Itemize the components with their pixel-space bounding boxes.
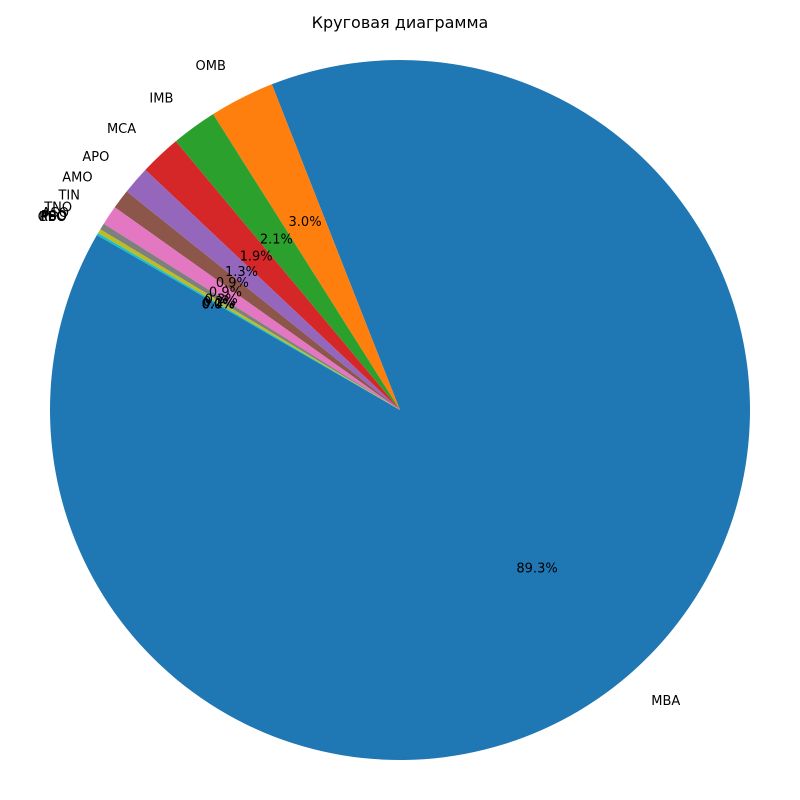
slice-label-mba: MBA: [651, 694, 680, 709]
pct-label-imb: 2.1%: [260, 233, 293, 248]
pie-slice-pso: [96, 233, 400, 410]
pie-slice-amo: [114, 191, 401, 410]
slice-label-omb: OMB: [196, 59, 226, 74]
slice-label-mca: MCA: [107, 122, 136, 137]
pct-label-ppo: 0.0%: [202, 298, 235, 313]
slice-label-apo: APO: [82, 150, 109, 165]
pct-label-apo: 1.3%: [225, 265, 258, 280]
slice-label-gbo: GBO: [38, 210, 67, 225]
slice-label-tno: TNO: [43, 201, 72, 216]
slice-label-pso: PSO: [41, 209, 67, 224]
pct-label-tin: 0.9%: [209, 286, 242, 301]
pct-label-gbo: 0.0%: [202, 298, 235, 313]
chart-title: Круговая диаграмма: [311, 13, 489, 32]
pct-label-omb: 3.0%: [289, 215, 322, 230]
slice-label-tin: TIN: [57, 188, 80, 203]
pct-label-mca: 1.9%: [240, 250, 273, 265]
slice-label-rso: RSO: [39, 210, 67, 225]
pct-label-aso: 0.2%: [203, 295, 236, 310]
pct-label-rso: 0.0%: [202, 298, 235, 313]
pie-slice-tin: [103, 207, 400, 410]
slice-label-amo: AMO: [62, 171, 92, 186]
pie-slice-apo: [126, 169, 400, 410]
pie-slice-omb: [213, 84, 400, 411]
pie-slice-imb: [175, 114, 400, 411]
pie-slice-aso: [97, 229, 400, 410]
pie-slice-mca: [145, 141, 400, 410]
slice-label-aso: ASO: [42, 206, 69, 221]
pct-label-tno: 0.3%: [205, 292, 238, 307]
pct-label-amo: 0.9%: [216, 276, 249, 291]
pie-slice-tno: [100, 223, 400, 410]
pct-label-pso: 0.1%: [202, 297, 235, 312]
pct-label-mba: 89.3%: [516, 562, 557, 577]
slice-label-imb: IMB: [149, 91, 173, 106]
slice-label-ppo: PPO: [41, 210, 67, 225]
